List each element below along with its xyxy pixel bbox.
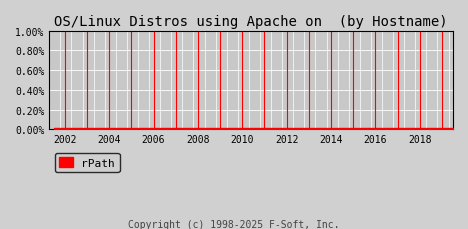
Legend: rPath: rPath xyxy=(55,153,120,172)
Title: OS/Linux Distros using Apache on  (by Hostname): OS/Linux Distros using Apache on (by Hos… xyxy=(54,15,448,29)
Text: Copyright (c) 1998-2025 F-Soft, Inc.: Copyright (c) 1998-2025 F-Soft, Inc. xyxy=(128,219,340,229)
